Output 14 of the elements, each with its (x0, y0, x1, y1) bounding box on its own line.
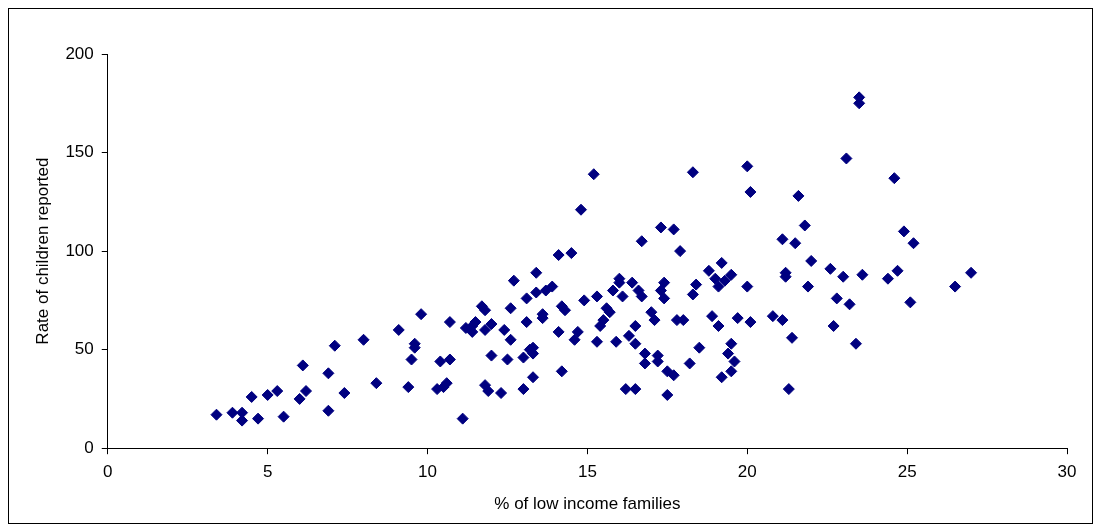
x-tick-label: 15 (577, 462, 597, 482)
y-tick-label: 200 (65, 43, 94, 63)
y-tick-label: 100 (65, 240, 94, 260)
y-tick-label: 150 (65, 142, 94, 162)
x-axis-title: % of low income families (494, 494, 681, 514)
y-tick-label: 0 (84, 437, 94, 457)
x-tick-label: 25 (897, 462, 917, 482)
x-tick-label: 5 (262, 462, 273, 482)
x-tick-label: 0 (103, 462, 113, 482)
x-tick-label: 10 (418, 462, 437, 482)
x-tick-label: 30 (1057, 462, 1077, 482)
x-tick-label: 20 (737, 462, 757, 482)
y-axis-title: Rate of children reported (32, 157, 52, 345)
y-tick-label: 50 (74, 339, 94, 359)
